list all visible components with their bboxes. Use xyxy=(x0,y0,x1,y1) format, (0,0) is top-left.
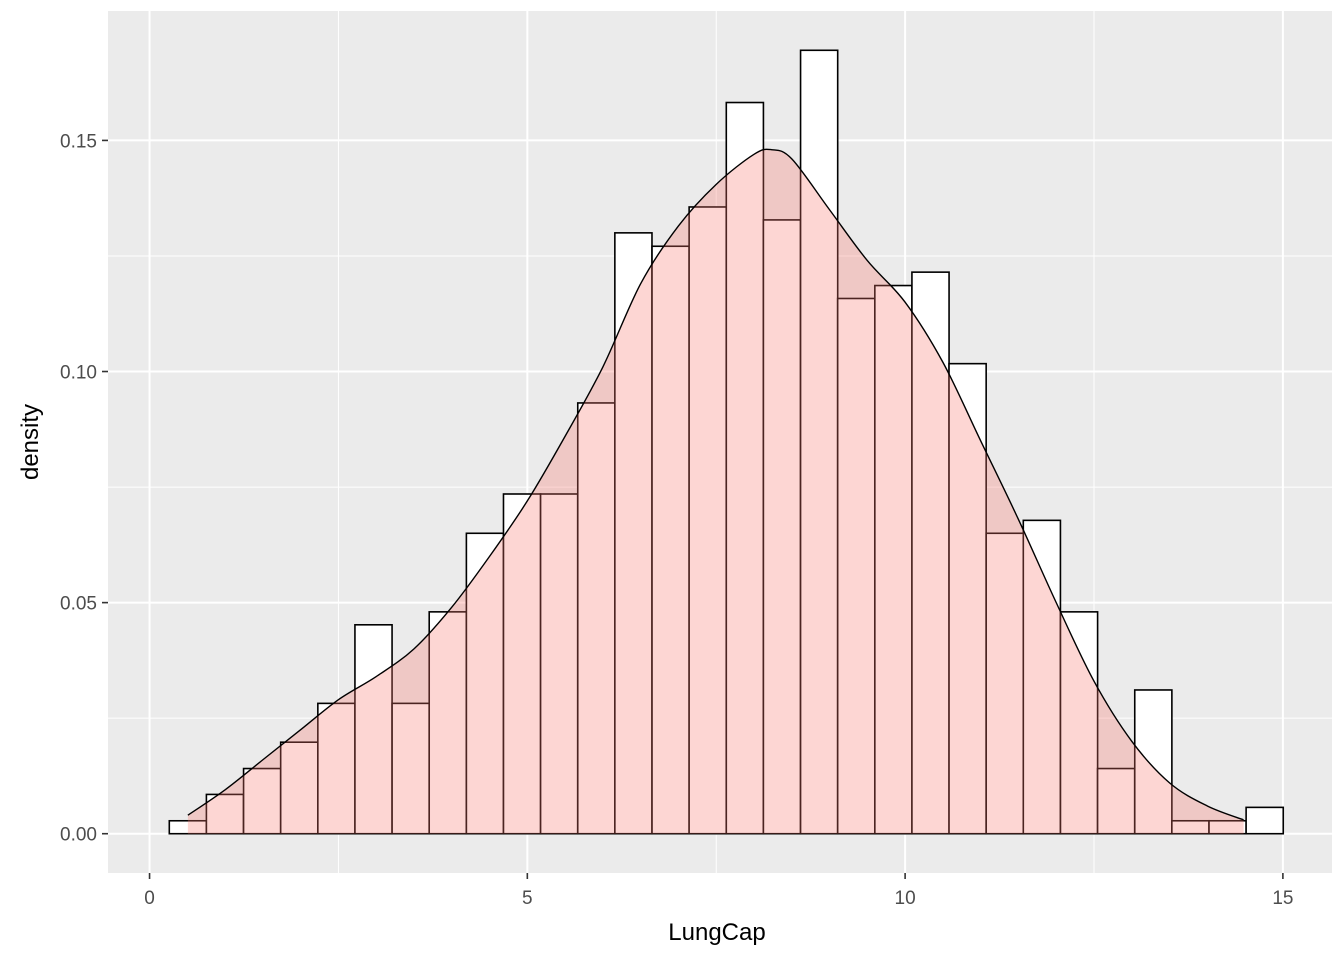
x-tick-label: 15 xyxy=(1272,888,1293,909)
x-tick-label: 5 xyxy=(522,888,533,909)
histogram-bar xyxy=(279,741,319,835)
density-line xyxy=(187,148,1244,821)
x-tick-label: 0 xyxy=(144,888,155,909)
histogram-bar xyxy=(688,206,728,835)
histogram-bar xyxy=(242,767,282,835)
density-area xyxy=(187,149,1244,834)
histogram-bar xyxy=(1245,806,1285,835)
x-axis: 0 5 10 15 xyxy=(144,873,1293,909)
y-tick-label: 0.10 xyxy=(60,363,97,384)
histogram-bar xyxy=(205,793,245,835)
histogram-bar xyxy=(985,532,1025,835)
y-tick-label: 0.00 xyxy=(60,825,97,846)
histogram-bar xyxy=(1133,689,1173,835)
y-axis-title: density xyxy=(17,404,44,480)
histogram-bar xyxy=(1022,519,1062,835)
histogram-bar xyxy=(465,532,505,835)
histogram-bar xyxy=(836,297,876,835)
histogram-bar xyxy=(391,702,431,835)
histogram-bar xyxy=(874,284,913,835)
histogram-bars xyxy=(168,49,1285,835)
y-tick-label: 0.05 xyxy=(60,594,97,615)
histogram-bar xyxy=(539,493,579,835)
histogram-bar xyxy=(1059,611,1099,835)
histogram-bar xyxy=(799,49,839,835)
histogram-bar xyxy=(576,402,616,835)
y-axis: 0.00 0.05 0.10 0.15 xyxy=(60,131,108,846)
histogram-bar xyxy=(762,219,802,835)
histogram-bar xyxy=(1096,767,1136,835)
x-tick-label: 10 xyxy=(895,888,916,909)
y-tick-label: 0.15 xyxy=(60,131,97,152)
histogram-bar xyxy=(651,245,690,835)
histogram-bar xyxy=(911,271,950,835)
x-axis-title: LungCap xyxy=(668,919,765,946)
histogram-bar xyxy=(948,362,987,835)
